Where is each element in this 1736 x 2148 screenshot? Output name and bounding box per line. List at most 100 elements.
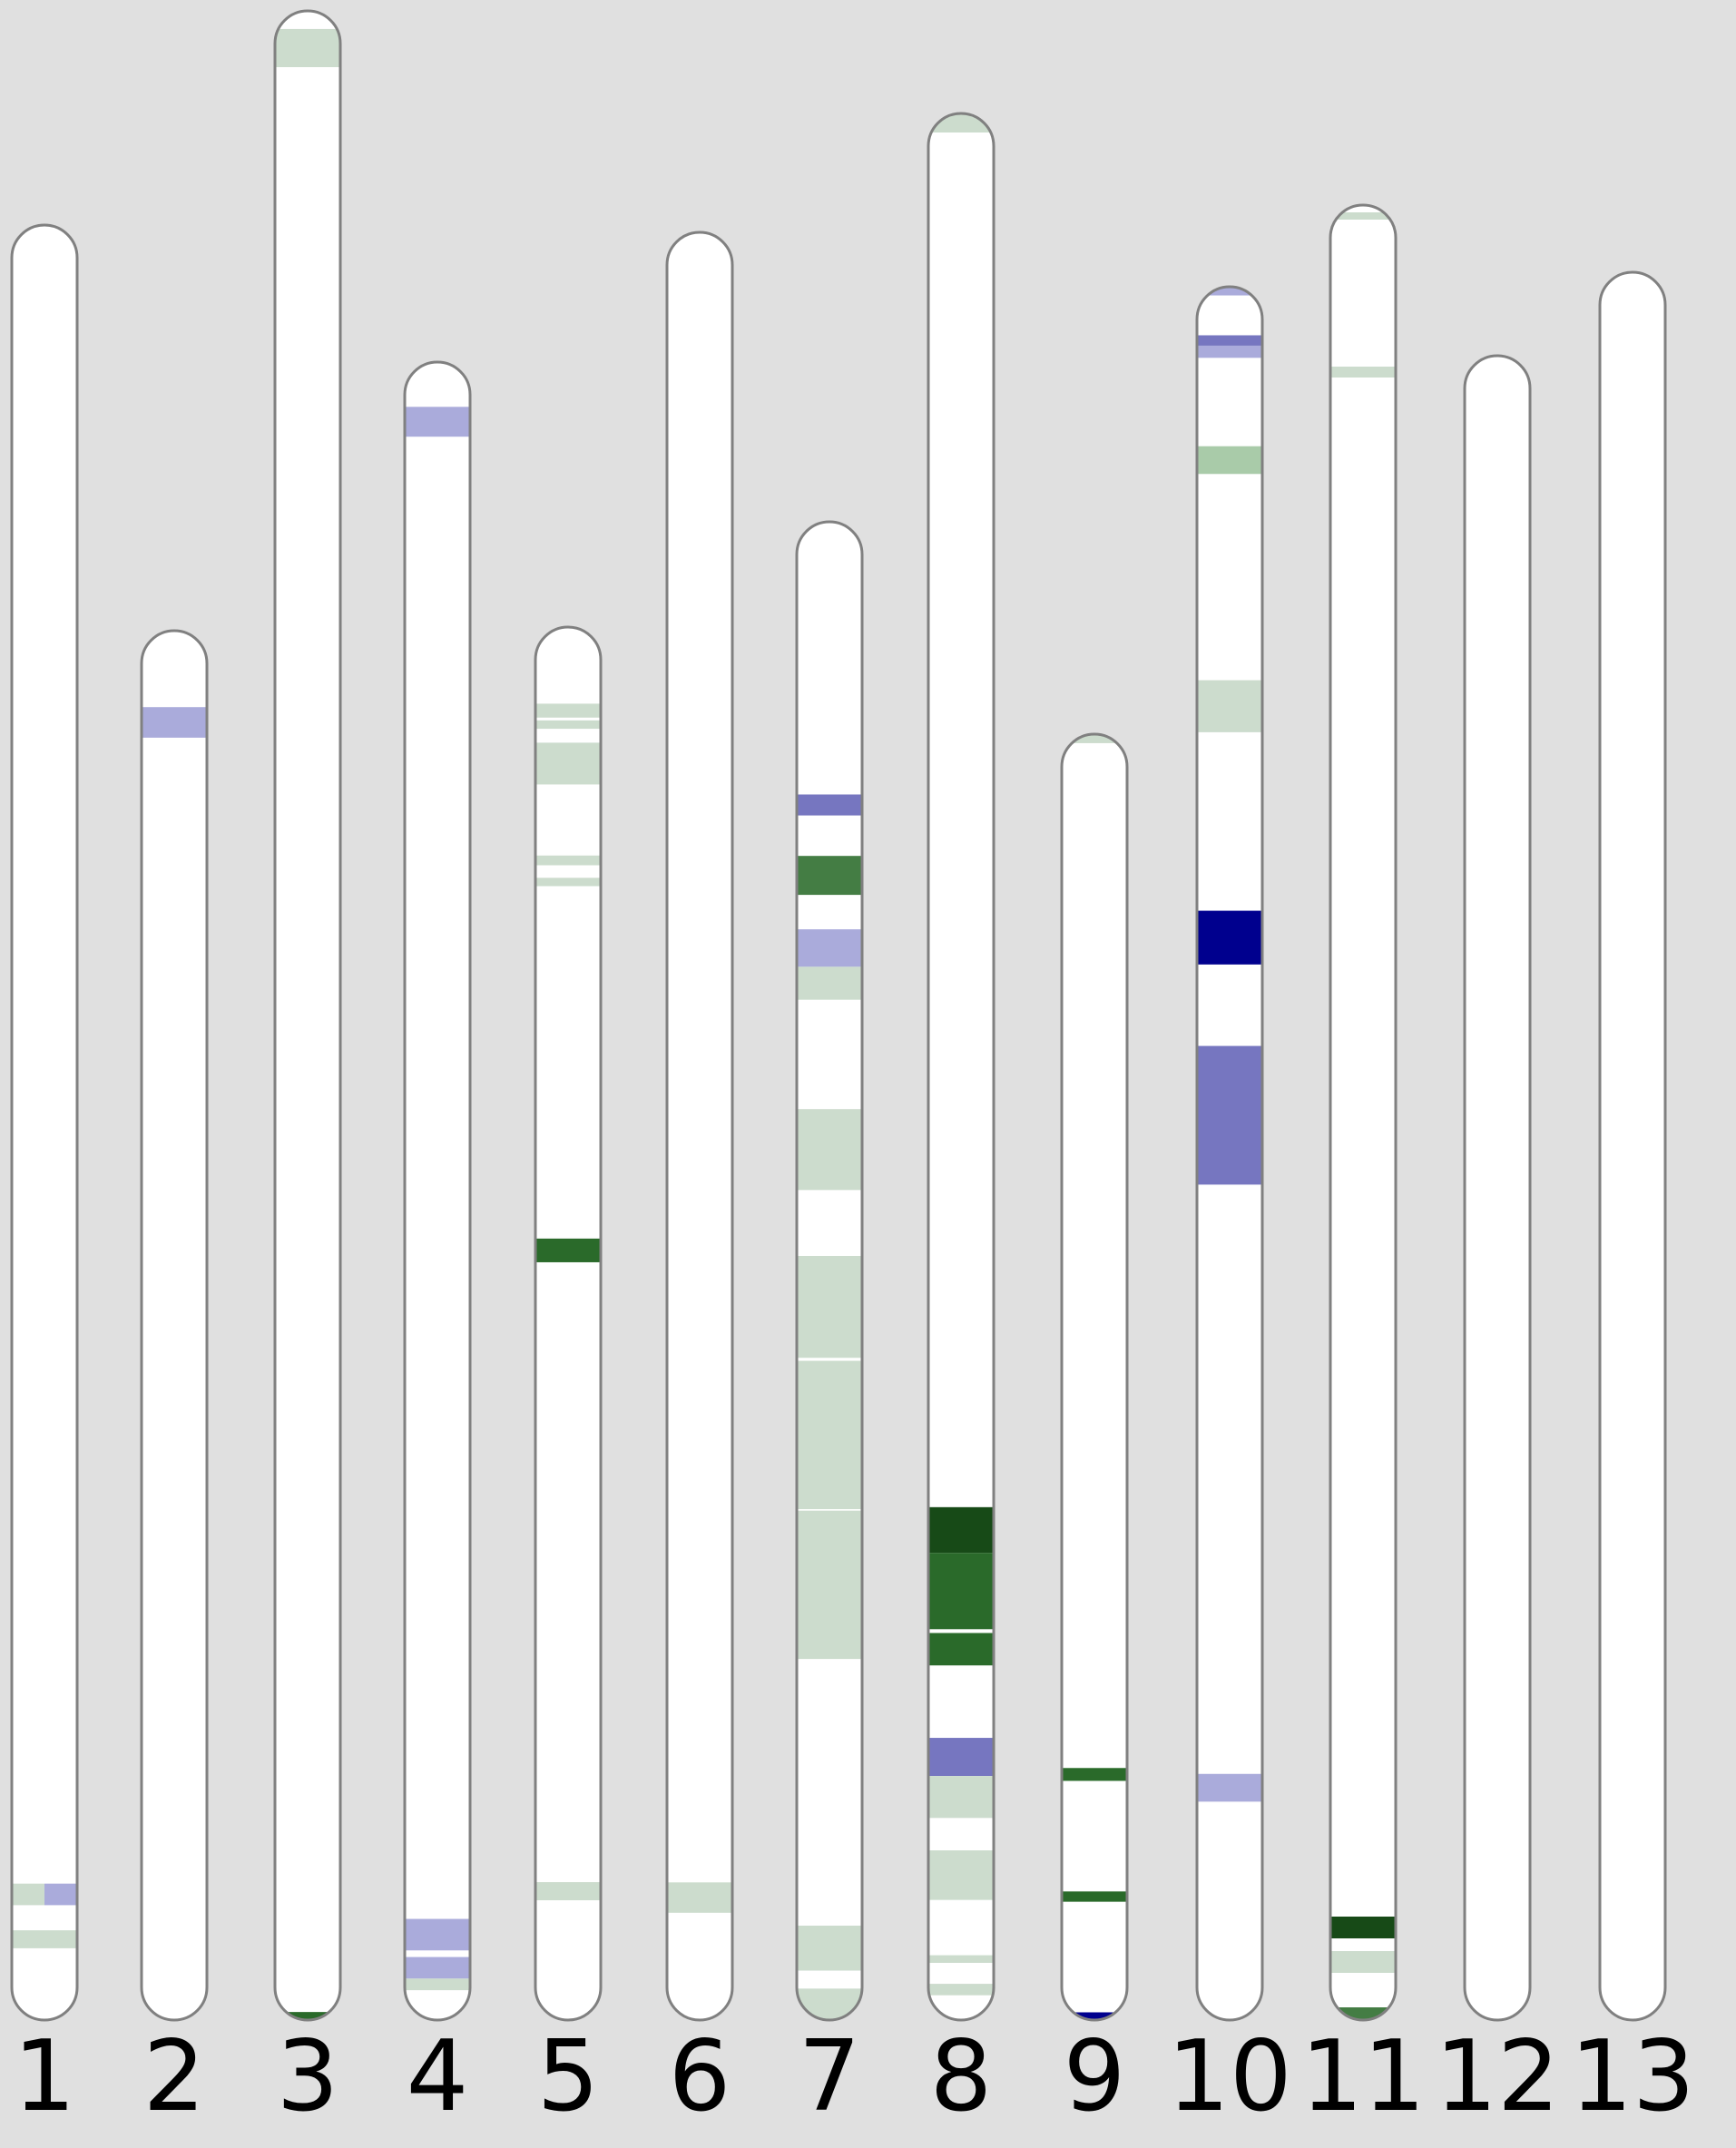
- chromosome-band: [797, 856, 862, 896]
- chromosome-band: [1062, 734, 1127, 743]
- chromosome-band: [1197, 680, 1262, 732]
- chromosome-11: 11: [1300, 203, 1426, 2133]
- chromosome-label: 9: [1064, 2020, 1126, 2133]
- chromosome-2: 2: [140, 629, 209, 2133]
- chromosome-body: [928, 113, 994, 2020]
- chromosome-label: 11: [1300, 2020, 1425, 2133]
- chromosome-band: [1197, 1045, 1262, 1185]
- chromosome-label: 13: [1570, 2020, 1694, 2133]
- chromosome-band: [535, 1882, 601, 1900]
- chromosome-10: 10: [1167, 285, 1292, 2133]
- chromosome-label: 7: [799, 2020, 861, 2133]
- chromosome-band: [535, 1238, 601, 1262]
- chromosome-band: [405, 1918, 470, 1951]
- chromosome-outline: [10, 223, 79, 2022]
- chromosome-outline: [927, 112, 996, 2022]
- chromosome-band: [1062, 1768, 1127, 1781]
- chromosome-label: 5: [537, 2020, 600, 2133]
- chromosome-band: [928, 1633, 994, 1666]
- chromosome-9: 9: [1060, 732, 1129, 2133]
- chromosome-band: [797, 1255, 862, 1358]
- chromosome-label: 2: [143, 2020, 206, 2133]
- chromosome-outline: [273, 9, 342, 2022]
- chromosome-8: 8: [927, 112, 996, 2133]
- chromosome-band: [1330, 212, 1396, 220]
- chromosome-band: [535, 720, 601, 730]
- chromosome-label: 12: [1435, 2020, 1559, 2133]
- chromosome-band: [928, 1506, 994, 1554]
- chromosome-band: [797, 1925, 862, 1971]
- chromosome-band: [275, 2012, 340, 2020]
- chromosome-band: [405, 1978, 470, 1991]
- chromosome-outline: [1329, 203, 1398, 2022]
- chromosome-band: [275, 28, 340, 67]
- chromosome-band: [928, 1738, 994, 1777]
- chromosome-band: [1197, 345, 1262, 358]
- chromosome-band: [797, 1510, 862, 1660]
- chromosome-outline: [795, 520, 864, 2022]
- chromosome-band: [535, 855, 601, 866]
- chromosome-outline: [665, 230, 734, 2022]
- chromosome-band: [12, 1930, 77, 1948]
- chromosome-outline: [1598, 270, 1667, 2022]
- chromosome-13: 13: [1570, 270, 1695, 2133]
- chromosome-band: [1197, 335, 1262, 346]
- chromosome-band: [797, 929, 862, 967]
- chromosome-body: [667, 232, 732, 2020]
- chromosome-band: [1330, 1951, 1396, 1973]
- chromosome-band: [1062, 2012, 1127, 2020]
- chromosome-7: 7: [795, 520, 864, 2133]
- chromosome-band: [928, 1984, 994, 1996]
- chromosome-band: [797, 1988, 862, 2020]
- chromosome-band: [928, 1776, 994, 1819]
- chromosome-band: [44, 1883, 77, 1906]
- chromosome-label: 8: [930, 2020, 993, 2133]
- chromosome-band: [1062, 1891, 1127, 1902]
- chromosome-label: 4: [407, 2020, 469, 2133]
- chromosome-band: [1197, 910, 1262, 965]
- chromosome-4: 4: [403, 360, 472, 2133]
- chromosome-band: [535, 878, 601, 887]
- chromosome-outline: [1463, 354, 1532, 2022]
- chromosome-12: 12: [1435, 354, 1560, 2133]
- chromosome-outline: [403, 360, 472, 2022]
- chromosome-band: [12, 1883, 44, 1906]
- chromosome-1: 1: [10, 223, 79, 2133]
- chromosome-band: [928, 1553, 994, 1630]
- chromosome-band: [1197, 446, 1262, 475]
- chromosome-body: [1465, 356, 1530, 2020]
- chromosome-outline: [140, 629, 209, 2022]
- chromosome-band: [142, 707, 207, 738]
- chromosome-body: [275, 11, 340, 2020]
- chromosome-band: [1330, 367, 1396, 378]
- chromosome-body: [12, 225, 77, 2020]
- chromosome-band: [797, 1360, 862, 1510]
- chromosome-band: [928, 1955, 994, 1963]
- chromosome-band: [928, 1850, 994, 1900]
- chromosome-band: [667, 1882, 732, 1913]
- chromosome-outline: [1195, 285, 1264, 2022]
- chromosome-band: [797, 1109, 862, 1191]
- chromosome-band: [405, 407, 470, 437]
- chromosome-outline: [1060, 732, 1129, 2022]
- chromosome-label: 10: [1167, 2020, 1291, 2133]
- chromosome-label: 3: [277, 2020, 339, 2133]
- chromosome-band: [535, 703, 601, 718]
- chromosome-3: 3: [273, 9, 342, 2133]
- chromosome-body: [535, 627, 601, 2020]
- chromosome-6: 6: [665, 230, 734, 2133]
- chromosome-body: [1062, 734, 1127, 2020]
- chromosome-5: 5: [534, 625, 603, 2133]
- chromosome-label: 6: [669, 2020, 731, 2133]
- chromosome-band: [1330, 1917, 1396, 1938]
- chromosome-label: 1: [14, 2020, 76, 2133]
- chromosome-band: [1197, 287, 1262, 296]
- chromosome-band: [1197, 1773, 1262, 1802]
- chromosome-outline: [534, 625, 603, 2022]
- chromosome-band: [797, 966, 862, 1000]
- chromosome-band: [405, 1957, 470, 1979]
- chromosome-body: [1330, 205, 1396, 2020]
- chromosome-band: [535, 742, 601, 785]
- chromosome-band: [797, 794, 862, 816]
